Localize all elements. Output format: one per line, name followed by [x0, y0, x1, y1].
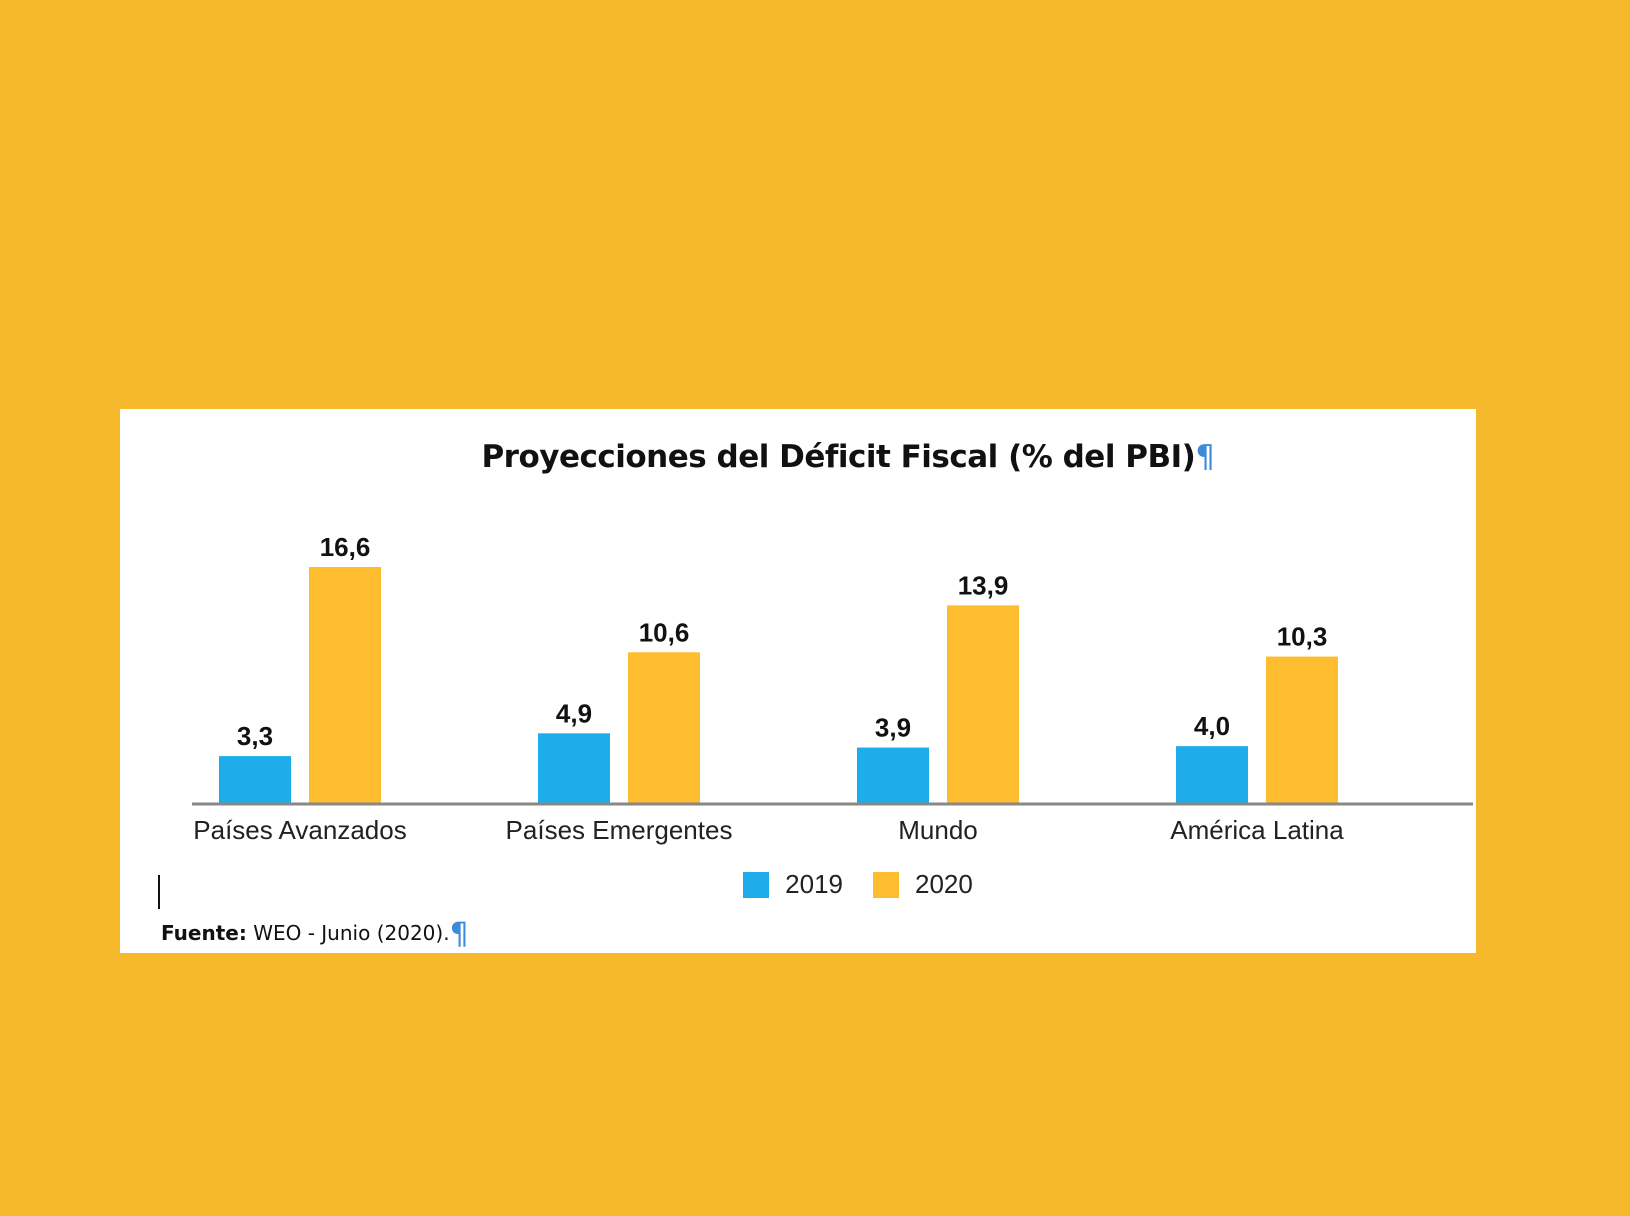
category-label-2: Países Emergentes: [506, 815, 733, 845]
data-label-2020-3: 13,9: [958, 570, 1009, 600]
bar-2020-4: [1266, 656, 1338, 803]
source-text: WEO - Junio (2020).: [246, 921, 450, 945]
bar-2019-3: [857, 747, 929, 803]
bar-2020-1: [309, 567, 381, 803]
chart-card: Proyecciones del Déficit Fiscal (% del P…: [120, 409, 1476, 953]
category-label-1: Países Avanzados: [193, 815, 406, 845]
legend-item-2020: 2020: [873, 869, 973, 900]
bar-2019-1: [219, 756, 291, 803]
chart-title-text: Proyecciones del Déficit Fiscal (% del P…: [481, 439, 1196, 475]
data-label-2019-4: 4,0: [1194, 711, 1230, 741]
data-label-2020-1: 16,6: [320, 532, 371, 562]
legend-item-2019: 2019: [743, 869, 843, 900]
chart-title: Proyecciones del Déficit Fiscal (% del P…: [120, 439, 1476, 475]
data-label-2020-4: 10,3: [1277, 622, 1328, 652]
source-note: Fuente: WEO - Junio (2020).¶: [161, 917, 469, 952]
data-label-2019-3: 3,9: [875, 713, 911, 743]
data-label-2020-2: 10,6: [639, 617, 690, 647]
legend-swatch-2019: [743, 871, 770, 898]
legend-label-2020: 2020: [915, 869, 973, 899]
paragraph-mark-icon: ¶: [449, 917, 469, 952]
paragraph-mark-icon: ¶: [1195, 439, 1215, 475]
data-label-2019-2: 4,9: [556, 698, 592, 728]
bar-2019-2: [538, 733, 610, 803]
legend-label-2019: 2019: [785, 869, 843, 899]
bar-2020-2: [628, 652, 700, 803]
source-prefix: Fuente:: [161, 921, 247, 945]
bar-2019-4: [1176, 746, 1248, 803]
data-label-2019-1: 3,3: [237, 721, 273, 751]
category-label-4: América Latina: [1170, 815, 1344, 845]
text-cursor: [158, 875, 160, 909]
legend: 2019 2020: [120, 869, 1476, 900]
category-label-3: Mundo: [898, 815, 978, 845]
bar-2020-3: [947, 605, 1019, 803]
legend-swatch-2020: [873, 871, 899, 898]
bar-chart: 3,3 16,6 Países Avanzados 4,9 10,6 Países Eme…: [192, 532, 1473, 845]
